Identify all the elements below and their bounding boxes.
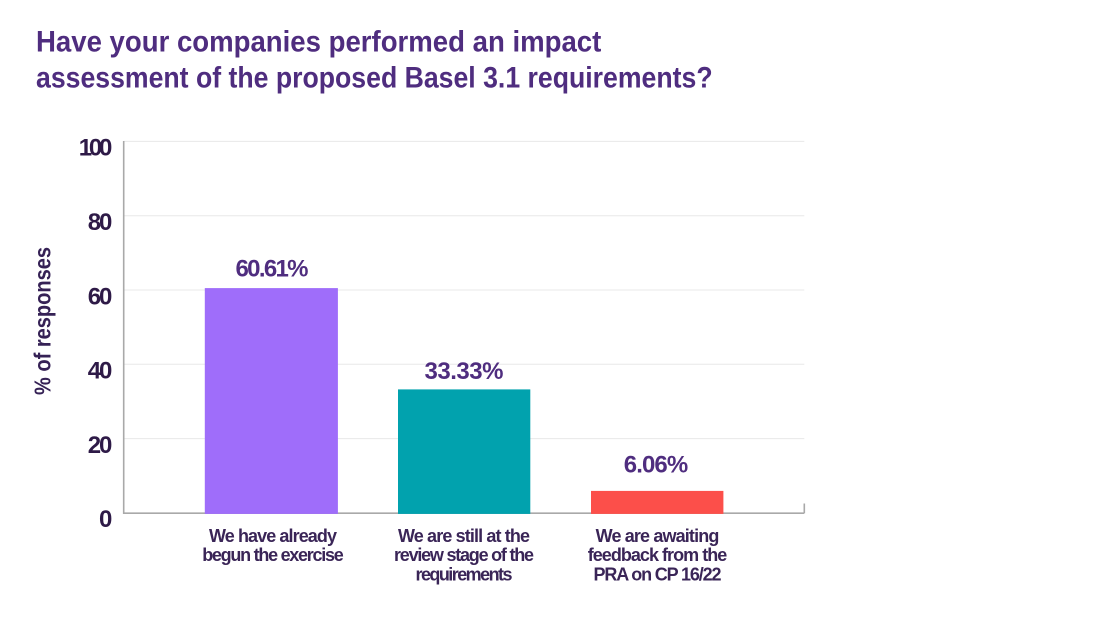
svg-text:100: 100 — [79, 135, 113, 162]
svg-text:0: 0 — [99, 506, 112, 533]
svg-text:We are still at the: We are still at the — [398, 526, 530, 546]
svg-text:requirements: requirements — [416, 565, 513, 585]
svg-text:20: 20 — [88, 432, 113, 459]
svg-text:We have already: We have already — [209, 526, 337, 546]
svg-text:80: 80 — [88, 209, 113, 236]
svg-text:% of responses: % of responses — [30, 247, 56, 395]
svg-text:PRA on CP 16/22: PRA on CP 16/22 — [594, 565, 722, 585]
svg-text:6.06%: 6.06% — [624, 452, 688, 479]
svg-text:We are awaiting: We are awaiting — [596, 526, 720, 546]
svg-text:60: 60 — [88, 283, 113, 310]
svg-text:begun the exercise: begun the exercise — [202, 545, 344, 565]
svg-text:review stage of the: review stage of the — [394, 545, 534, 565]
svg-text:feedback from the: feedback from the — [588, 545, 728, 565]
svg-text:assessment of the proposed Bas: assessment of the proposed Basel 3.1 req… — [36, 61, 713, 94]
svg-text:Have your companies performed: Have your companies performed an impact — [36, 25, 601, 58]
svg-text:60.61%: 60.61% — [236, 255, 309, 282]
svg-text:33.33%: 33.33% — [425, 358, 504, 385]
svg-text:40: 40 — [88, 358, 113, 385]
